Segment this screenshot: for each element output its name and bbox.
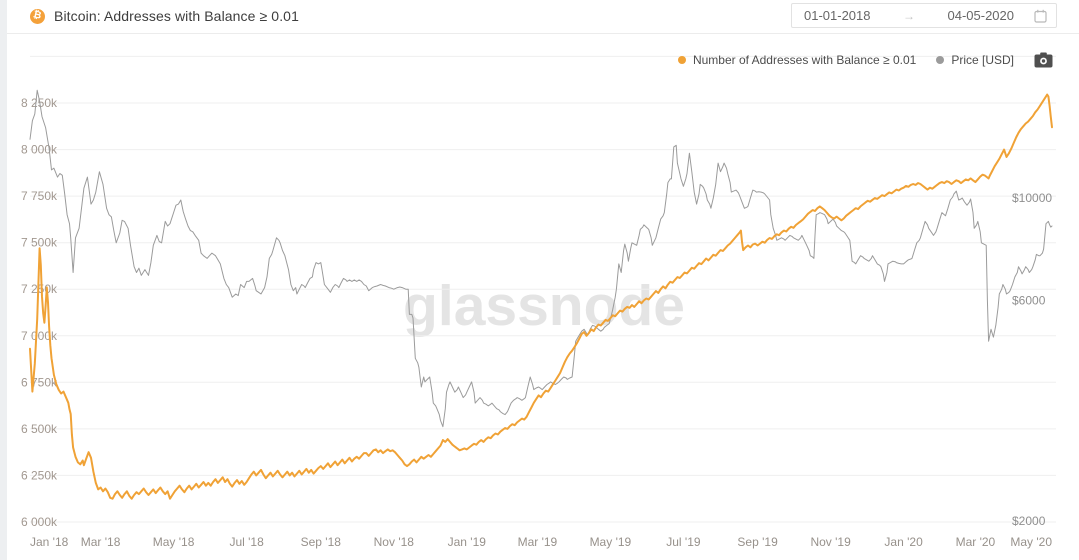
price-series-dot-icon [936,56,945,64]
date-range-end[interactable]: 04-05-2020 [947,8,1015,23]
legend-item-label: Price [USD] [951,53,1014,67]
camera-icon[interactable] [1034,52,1053,68]
chart-header: ₿ Bitcoin: Addresses with Balance ≥ 0.01… [7,0,1079,34]
right-axis-tick: $2000 [1012,514,1046,528]
legend-item-label: Number of Addresses with Balance ≥ 0.01 [692,53,917,67]
x-axis-tick: May '20 [1010,535,1052,549]
legend-item-addresses[interactable]: Number of Addresses with Balance ≥ 0.01 [677,53,917,67]
x-axis-tick: Mar '19 [518,535,558,549]
right-axis-tick: $6000 [1012,294,1046,308]
title-wrap: ₿ Bitcoin: Addresses with Balance ≥ 0.01 [30,0,299,32]
x-axis-tick: Mar '20 [956,535,996,549]
page-title: Bitcoin: Addresses with Balance ≥ 0.01 [54,8,299,24]
left-axis-tick: 6 000k [21,515,58,529]
left-axis-tick: 7 000k [21,329,58,343]
price-series-line [29,89,1053,428]
x-axis-tick: Sep '18 [301,535,342,549]
left-axis-tick: 6 750k [21,375,58,389]
left-axis-tick: 6 500k [21,422,58,436]
x-axis-tick: May '19 [590,535,632,549]
x-axis-tick: Nov '18 [374,535,415,549]
x-axis-tick: May '18 [153,535,195,549]
x-axis-tick: Mar '18 [81,535,121,549]
left-axis-tick: 7 750k [21,189,58,203]
x-axis-tick: Nov '19 [810,535,851,549]
chart-legend: Number of Addresses with Balance ≥ 0.01 … [677,52,1053,68]
x-axis-tick: Sep '19 [737,535,778,549]
left-axis-tick: 6 250k [21,468,58,482]
date-range-picker[interactable]: 01-01-2018 → 04-05-2020 [791,3,1057,28]
left-axis-tick: 7 250k [21,282,58,296]
addresses-series-dot-icon [677,56,686,64]
right-axis-tick: $10000 [1012,191,1052,205]
x-axis-tick: Jan '20 [884,535,923,549]
date-range-arrow-icon: → [903,8,915,23]
calendar-icon[interactable] [1034,9,1047,23]
x-axis-tick: Jul '19 [666,535,701,549]
x-axis-tick: Jan '19 [448,535,487,549]
left-axis-tick: 7 500k [21,236,58,250]
left-gutter [0,0,7,560]
date-range-start[interactable]: 01-01-2018 [804,8,871,23]
x-axis-tick: Jul '18 [229,535,264,549]
glassnode-watermark: glassnode [403,274,685,338]
x-axis-tick: Jan '18 [30,535,69,549]
bitcoin-icon: ₿ [30,8,45,24]
legend-item-price[interactable]: Price [USD] [936,53,1014,67]
addresses-series-line [29,93,1053,500]
left-axis-tick: 8 000k [21,143,58,157]
